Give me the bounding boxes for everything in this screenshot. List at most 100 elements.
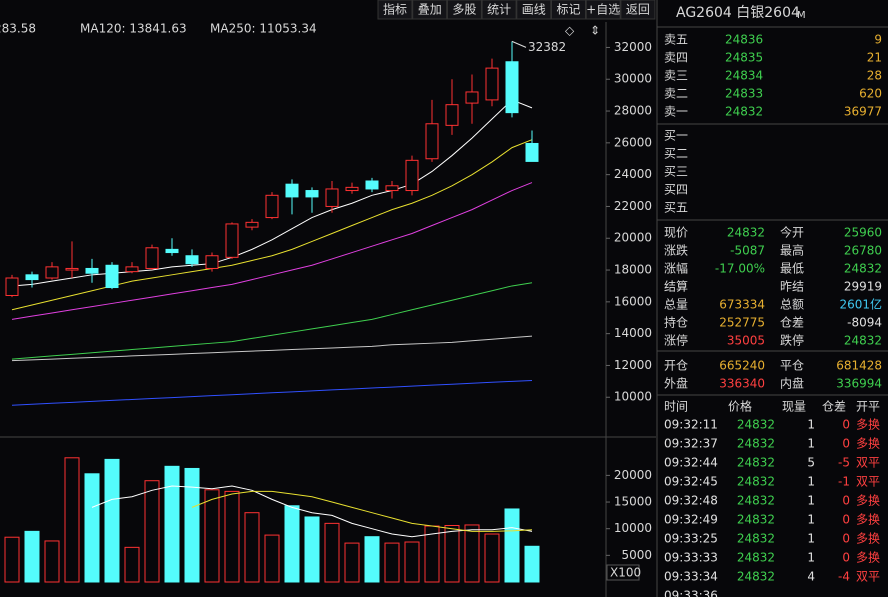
stat-value: 29919 (844, 280, 882, 294)
ma-line (91, 485, 533, 538)
expand-icon[interactable]: ⇕ (590, 24, 600, 38)
trade-cell: 1 (807, 532, 815, 546)
trade-cell: 0 (842, 418, 850, 432)
toolbar-button[interactable]: 统计 (487, 3, 511, 17)
toolbar-button-bg[interactable] (585, 0, 621, 20)
candle-body (245, 221, 259, 228)
volume-bar (84, 473, 100, 583)
symbol: AG2604 白银2604 (676, 5, 800, 21)
book-label: 卖三 (664, 69, 688, 83)
stat-value: -5087 (730, 244, 765, 258)
peak-label: 32382 (528, 40, 566, 54)
trade-cell: 09:33:36 (664, 589, 718, 597)
ma-line (11, 182, 533, 320)
ma-legend: MA120: 13841.63 (80, 22, 187, 36)
volume-bar (444, 524, 460, 583)
toolbar-button-bg[interactable] (620, 0, 656, 20)
stat-label: 现价 (664, 226, 688, 240)
stat-value: 24832 (844, 262, 882, 276)
y-tick-label: 26000 (614, 135, 652, 149)
candle-body (525, 142, 539, 162)
volume-bar (264, 534, 280, 583)
trade-cell: 1 (807, 475, 815, 489)
book-label: 买一 (664, 129, 688, 143)
stat-value: 336340 (719, 377, 765, 391)
stat-label: 最低 (780, 262, 804, 276)
candle-body (125, 266, 139, 273)
toolbar-button[interactable]: 多股 (452, 3, 476, 17)
trade-header: 价格 (728, 399, 752, 414)
ma-line (11, 99, 533, 287)
trade-cell: 09:32:37 (664, 437, 718, 451)
candle-body (345, 186, 359, 192)
stat-value: 681428 (836, 359, 882, 373)
y-tick-label: 18000 (614, 263, 652, 277)
y-tick-label: 20000 (614, 231, 652, 245)
toolbar-button[interactable]: 标记 (556, 3, 580, 17)
toolbar-button[interactable]: 返回 (626, 3, 650, 17)
stat-value: 26780 (844, 244, 882, 258)
y-tick-label: 12000 (614, 358, 652, 372)
stat-label: 跌停 (780, 333, 804, 348)
toolbar-button-bg[interactable] (551, 0, 586, 20)
ma-legend: MA250: 11053.34 (210, 22, 317, 36)
toolbar-button[interactable]: 指标 (383, 2, 407, 17)
trade-cell: 多换 (856, 551, 880, 565)
candle-body (385, 185, 399, 192)
stat-label: 涨幅 (664, 261, 688, 276)
toolbar-button-bg[interactable] (446, 0, 482, 20)
stat-label: 今开 (780, 225, 804, 240)
trade-cell: 09:32:11 (664, 418, 718, 432)
toolbar-button-bg[interactable] (516, 0, 552, 20)
trade-cell: -4 (838, 570, 850, 584)
toolbar-button[interactable]: +自选 (586, 3, 620, 17)
stat-label: 涨停 (664, 333, 688, 348)
peak-pointer (511, 40, 527, 48)
ma-line (11, 282, 533, 360)
trade-cell: -1 (838, 475, 850, 489)
ma-line (11, 380, 533, 406)
toolbar-button[interactable]: 画线 (522, 3, 546, 17)
book-price: 24836 (725, 33, 763, 47)
ma-line (11, 335, 533, 362)
book-volume: 9 (874, 33, 882, 47)
trade-cell: 多换 (856, 418, 880, 432)
volume-bar (224, 490, 240, 583)
volume-bar (324, 522, 340, 583)
trade-cell: -5 (838, 456, 850, 470)
unit-box (606, 564, 640, 581)
trade-cell: 1 (807, 437, 815, 451)
toolbar-button[interactable]: 叠加 (418, 3, 442, 17)
book-label: 买四 (664, 183, 688, 197)
candle-body (365, 180, 379, 190)
trade-cell: 0 (842, 513, 850, 527)
book-label: 买二 (664, 147, 688, 161)
book-volume: 36977 (844, 105, 882, 119)
book-price: 24835 (725, 51, 763, 65)
y-tick-label: 10000 (614, 521, 652, 535)
stat-value: 25960 (844, 226, 882, 240)
toolbar-button-bg[interactable] (412, 0, 448, 20)
book-label: 买三 (664, 165, 688, 179)
trade-cell: 24832 (737, 513, 775, 527)
trade-cell: 24832 (737, 532, 775, 546)
collapse-icon[interactable]: ◇ (565, 24, 575, 38)
stat-label: 平仓 (780, 359, 804, 373)
trade-cell: 4 (807, 570, 815, 584)
trade-cell: 24832 (737, 570, 775, 584)
trade-cell: 0 (842, 437, 850, 451)
toolbar-button-bg[interactable] (377, 0, 413, 20)
candle-body (85, 267, 99, 274)
y-tick-label: 22000 (614, 199, 652, 213)
candle-body (65, 267, 79, 271)
candle-body (165, 248, 179, 254)
volume-bar (284, 505, 300, 583)
trade-cell: 24832 (737, 418, 775, 432)
toolbar-button-bg[interactable] (481, 0, 517, 20)
trade-cell: 09:32:45 (664, 475, 718, 489)
y-tick-label: 5000 (621, 548, 652, 562)
ma-line (11, 139, 533, 311)
candle-body (225, 223, 239, 258)
book-price: 24833 (725, 87, 763, 101)
candle-body (505, 61, 519, 114)
